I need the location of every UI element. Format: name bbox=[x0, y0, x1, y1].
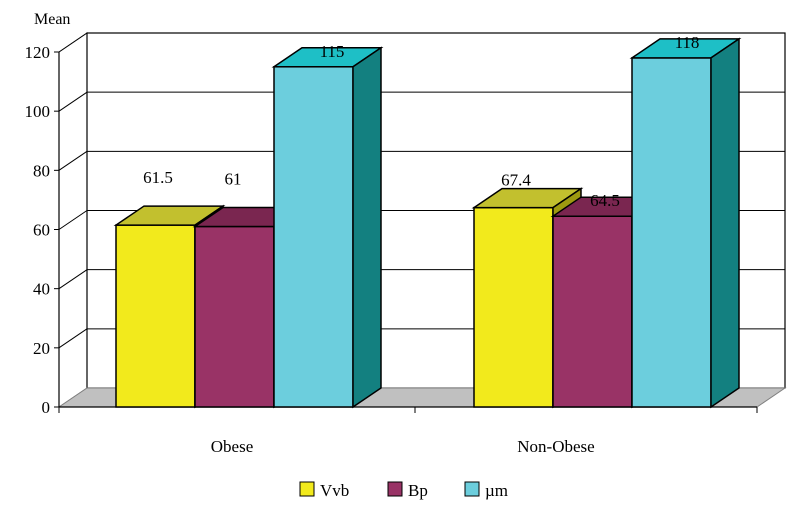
data-label: 118 bbox=[675, 33, 700, 52]
bar-side bbox=[352, 46, 382, 409]
bar-front bbox=[631, 57, 712, 408]
bar-front bbox=[194, 225, 275, 408]
bar-front bbox=[115, 224, 196, 408]
legend-label: µm bbox=[485, 481, 508, 500]
y-tick-label: 20 bbox=[33, 339, 50, 358]
data-label: 61 bbox=[225, 170, 242, 189]
gridline-side bbox=[58, 150, 88, 171]
y-tick-label: 100 bbox=[25, 102, 51, 121]
gridline-side bbox=[58, 32, 88, 53]
legend-swatch bbox=[299, 481, 315, 497]
legend-swatch bbox=[387, 481, 403, 497]
gridline-side bbox=[58, 328, 88, 349]
legend-label: Bp bbox=[408, 481, 428, 500]
bar-front bbox=[273, 66, 354, 408]
y-tick-label: 80 bbox=[33, 161, 50, 180]
legend: Vvb Bp µm bbox=[299, 481, 508, 500]
x-category-label: Non-Obese bbox=[517, 437, 594, 456]
gridline-side bbox=[58, 91, 88, 112]
y-tick-label: 0 bbox=[42, 398, 51, 417]
data-label: 115 bbox=[320, 42, 345, 61]
bar-side bbox=[710, 37, 740, 409]
y-axis-title: Mean bbox=[34, 11, 70, 28]
y-tick-label: 40 bbox=[33, 280, 50, 299]
data-label: 61.5 bbox=[143, 168, 173, 187]
legend-label: Vvb bbox=[320, 481, 349, 500]
data-labels: 61.5 61 115 67.4 64.5 118 bbox=[143, 33, 699, 210]
y-tick-label: 60 bbox=[33, 221, 50, 240]
gridline-side bbox=[58, 269, 88, 290]
bars bbox=[113, 37, 742, 409]
bar-front bbox=[552, 215, 633, 408]
bar-front bbox=[473, 206, 554, 408]
x-category-label: Obese bbox=[211, 437, 253, 456]
gridline-side bbox=[58, 210, 88, 230]
data-label: 64.5 bbox=[590, 191, 620, 210]
data-label: 67.4 bbox=[501, 171, 531, 190]
legend-swatch bbox=[464, 481, 480, 497]
y-tick-label: 120 bbox=[25, 43, 51, 62]
